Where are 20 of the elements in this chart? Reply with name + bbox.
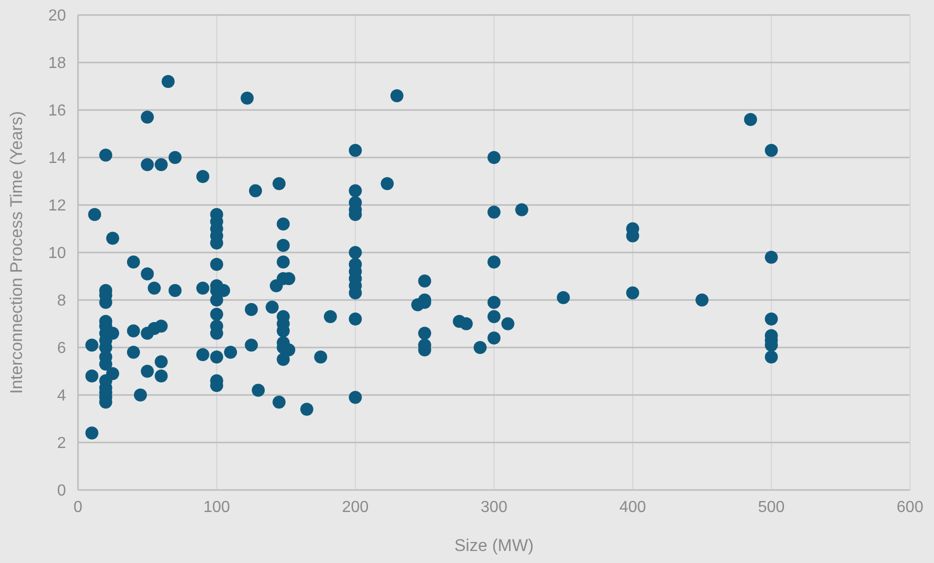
y-tick-label: 20 — [48, 8, 66, 25]
y-tick-label: 6 — [57, 340, 66, 358]
x-tick-label: 200 — [342, 499, 369, 516]
y-axis-title: Interconnection Process Time (Years) — [7, 111, 26, 394]
y-tick-label: 2 — [57, 435, 66, 452]
y-tick-label: 0 — [57, 482, 66, 500]
x-tick-label: 100 — [203, 499, 230, 516]
x-tick-label: 600 — [896, 499, 924, 516]
y-tick-label: 4 — [57, 388, 66, 405]
y-tick-label: 10 — [48, 245, 66, 262]
x-tick-label: 300 — [480, 499, 508, 516]
y-tick-label: 18 — [48, 55, 66, 72]
x-tick-label: 400 — [619, 499, 646, 516]
x-axis-title: Size (MW) — [454, 536, 534, 555]
y-tick-label: 16 — [48, 102, 66, 120]
x-tick-label: 0 — [74, 499, 83, 516]
y-tick-label: 14 — [48, 150, 66, 168]
x-tick-label: 500 — [758, 499, 785, 516]
y-tick-label: 8 — [57, 292, 66, 310]
y-tick-label: 12 — [48, 198, 66, 215]
